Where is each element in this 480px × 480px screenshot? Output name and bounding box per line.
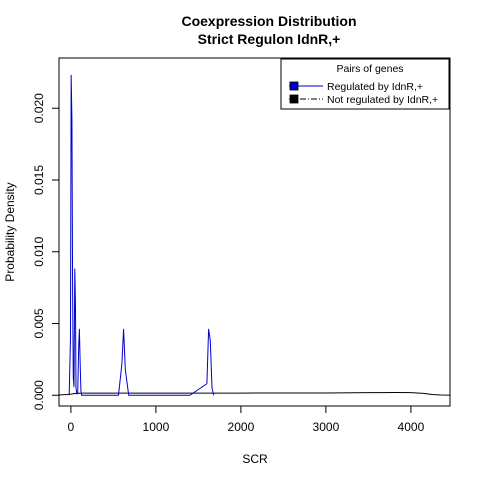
x-tick-label: 4000 [398, 420, 425, 434]
chart-subtitle: Strict Regulon IdnR,+ [198, 31, 341, 47]
series-line-not-regulated [59, 392, 450, 396]
legend-box [280, 58, 450, 110]
legend: Pairs of genes Regulated by IdnR,+Not reg… [280, 58, 450, 110]
y-tick-label: 0.005 [32, 308, 46, 338]
y-tick-label: 0.015 [32, 165, 46, 195]
x-tick-label: 1000 [143, 420, 170, 434]
y-tick-label: 0.010 [32, 236, 46, 266]
y-tick-label: 0.020 [32, 93, 46, 123]
x-axis-label: SCR [242, 452, 268, 466]
series-line-regulated [68, 74, 215, 396]
legend-title: Pairs of genes [336, 63, 403, 75]
plot-area: 0 1000 2000 3000 4000 0.000 0.005 0.010 0.015 0.0… [32, 57, 451, 434]
x-tick-label: 3000 [313, 420, 340, 434]
y-axis-label: Probability Density [3, 182, 17, 281]
legend-swatch [289, 81, 299, 91]
legend-swatch [289, 94, 299, 104]
chart-title: Coexpression Distribution [181, 13, 356, 29]
legend-entry-label: Not regulated by IdnR,+ [327, 94, 438, 106]
x-tick-label: 2000 [228, 420, 255, 434]
y-tick-label: 0.000 [32, 380, 46, 410]
legend-entry-label: Regulated by IdnR,+ [327, 81, 423, 93]
x-tick-label: 0 [68, 420, 75, 434]
plot-frame [58, 57, 451, 407]
